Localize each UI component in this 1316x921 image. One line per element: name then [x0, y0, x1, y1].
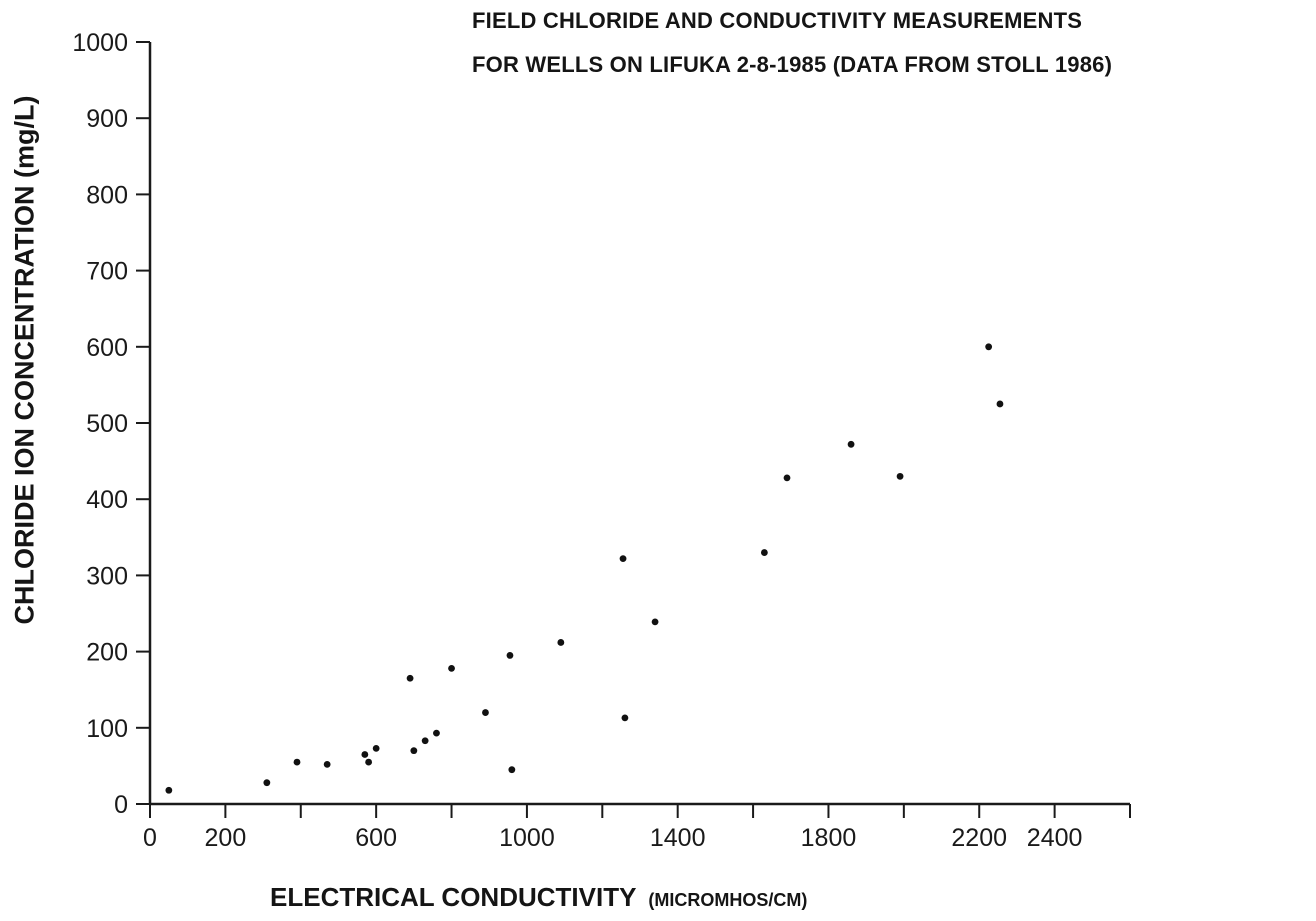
x-tick-label: 200: [205, 824, 247, 852]
y-tick-label: 200: [86, 639, 128, 667]
data-point: [996, 400, 1004, 408]
y-tick-label: 600: [86, 334, 128, 362]
data-point: [482, 709, 489, 716]
y-tick-label: 0: [114, 791, 128, 819]
data-point: [651, 618, 659, 626]
x-tick-label: 2200: [951, 824, 1007, 852]
data-point: [621, 714, 629, 722]
x-axis-label-unit: (MICROMHOS/CM): [648, 890, 808, 910]
data-point: [406, 674, 414, 682]
data-point: [361, 751, 369, 758]
y-tick-label: 300: [86, 562, 128, 590]
data-point: [557, 639, 565, 646]
y-tick-label: 1000: [72, 29, 128, 57]
y-tick-label: 500: [86, 410, 128, 438]
x-ticks: 0 200 600 1000 1400 1800 2200 2400: [143, 804, 1131, 852]
x-tick-label: 600: [355, 824, 397, 852]
data-point: [896, 472, 904, 480]
y-tick-label: 400: [86, 486, 128, 514]
x-tick-label: 2400: [1027, 824, 1083, 852]
data-point: [323, 760, 331, 768]
data-point: [372, 744, 380, 752]
chart-title-line-1: FIELD CHLORIDE AND CONDUCTIVITY MEASUREM…: [472, 8, 1083, 33]
data-point: [985, 343, 993, 351]
data-point: [760, 549, 768, 556]
data-point: [847, 440, 855, 448]
data-point: [165, 786, 173, 794]
data-point: [619, 555, 627, 563]
axes: [148, 42, 1130, 806]
x-axis-label: ELECTRICAL CONDUCTIVITY (MICROMHOS/CM): [270, 882, 807, 913]
x-tick-label: 1400: [650, 824, 706, 852]
y-tick-label: 700: [86, 258, 128, 286]
y-ticks: 0 100 200 300 400 500 600 700 800 900 1000: [72, 29, 150, 819]
data-point: [783, 474, 791, 482]
data-point: [263, 779, 271, 787]
data-point: [448, 664, 455, 672]
y-tick-label: 100: [86, 715, 128, 743]
data-point: [433, 729, 440, 737]
x-tick-label: 0: [143, 824, 157, 852]
x-axis-label-main: ELECTRICAL CONDUCTIVITY: [270, 882, 637, 912]
x-tick-label: 1000: [499, 824, 555, 852]
data-point: [293, 758, 301, 766]
data-points: [165, 343, 1004, 794]
data-point: [506, 652, 514, 659]
y-tick-label: 900: [86, 105, 128, 133]
x-tick-label: 1800: [801, 824, 857, 852]
data-point: [365, 758, 373, 766]
chart-title-line-2: FOR WELLS ON LIFUKA 2-8-1985 (DATA FROM …: [472, 52, 1113, 77]
y-tick-label: 800: [86, 181, 128, 209]
data-point: [421, 737, 429, 745]
data-point: [508, 766, 516, 774]
data-point: [410, 747, 418, 755]
